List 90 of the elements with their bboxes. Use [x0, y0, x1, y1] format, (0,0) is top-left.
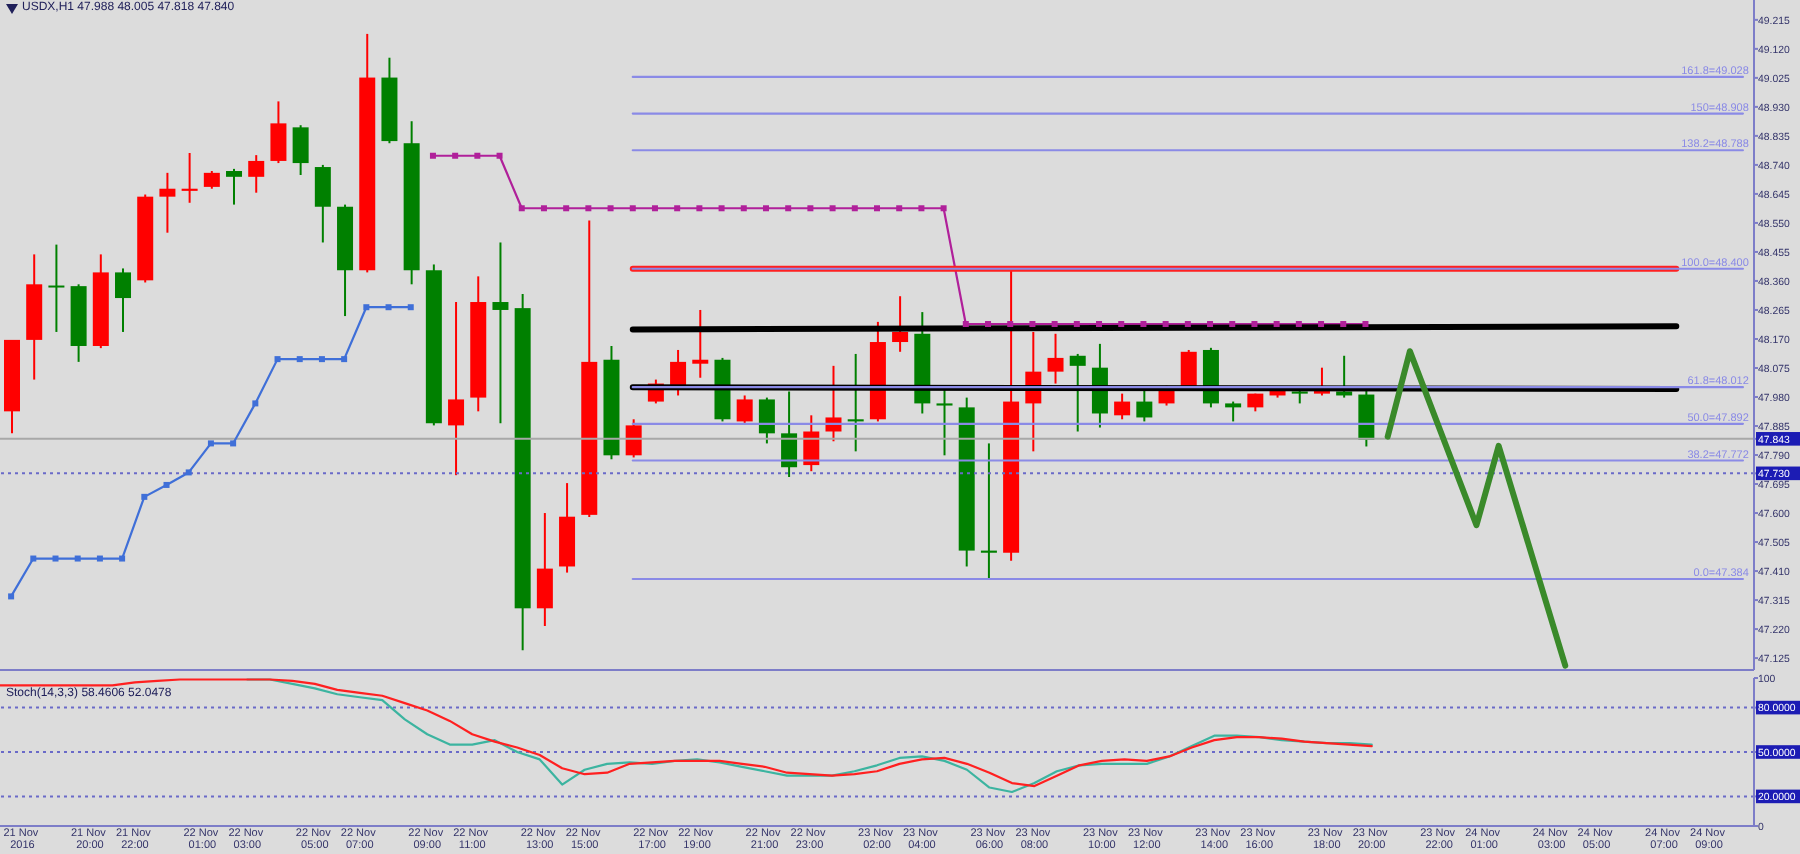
point [385, 304, 392, 311]
line-series [1384, 348, 1569, 669]
candlestick [892, 295, 909, 353]
point [718, 205, 725, 212]
point [119, 555, 126, 562]
candlestick [1047, 332, 1064, 385]
point [874, 205, 880, 212]
point [1229, 321, 1236, 328]
candlestick [692, 308, 709, 379]
point [1140, 321, 1147, 328]
candlestick [625, 418, 642, 459]
point [785, 205, 792, 212]
point [629, 205, 636, 212]
point [318, 356, 325, 363]
point [1273, 321, 1280, 328]
point [163, 481, 170, 488]
point [585, 205, 592, 212]
point [674, 205, 681, 212]
point [563, 205, 570, 212]
point [1362, 321, 1369, 328]
point [296, 356, 303, 363]
point [141, 493, 148, 500]
point [74, 555, 81, 562]
point [1073, 321, 1080, 328]
candlestick [292, 124, 309, 176]
candlestick [115, 267, 132, 333]
point [1184, 321, 1191, 328]
point [8, 593, 15, 600]
candlestick [536, 512, 553, 628]
candlestick [736, 394, 753, 425]
point [1162, 321, 1169, 328]
point [1207, 321, 1214, 328]
point [696, 205, 703, 212]
point [1295, 321, 1302, 328]
point [518, 205, 525, 212]
point [407, 304, 414, 311]
point [474, 152, 481, 159]
point [940, 205, 947, 212]
point [207, 440, 214, 447]
point [651, 205, 658, 212]
candlestick [314, 163, 331, 244]
point [274, 356, 281, 363]
point [30, 555, 37, 562]
point [1096, 321, 1103, 328]
candlestick [1225, 400, 1242, 423]
point [496, 152, 503, 159]
point [896, 205, 903, 212]
line-series [0, 678, 1373, 788]
point [918, 205, 925, 212]
candlestick [1358, 388, 1375, 448]
point [1118, 321, 1125, 328]
point [52, 555, 59, 562]
candlestick [1114, 392, 1131, 421]
point [740, 205, 747, 212]
candlestick [847, 352, 864, 453]
point [851, 205, 858, 212]
candlestick [936, 388, 953, 457]
point [807, 205, 814, 212]
point [452, 152, 459, 159]
candlestick [48, 243, 65, 333]
point [829, 205, 836, 212]
point [252, 400, 259, 407]
point [1051, 321, 1058, 328]
point [429, 152, 436, 159]
point [96, 555, 103, 562]
point [1318, 321, 1325, 328]
point [1007, 321, 1014, 328]
point [185, 469, 192, 476]
candlestick [1336, 354, 1353, 399]
candlestick [248, 154, 265, 194]
point [1029, 321, 1036, 328]
point [341, 356, 348, 363]
candlestick [181, 151, 198, 204]
candlestick [492, 241, 509, 425]
point [762, 205, 769, 212]
candlestick [448, 301, 465, 477]
candlestick [159, 171, 176, 234]
point [230, 440, 237, 447]
point [540, 205, 547, 212]
point [1340, 321, 1347, 328]
candlestick [758, 396, 775, 445]
candlestick [226, 167, 243, 206]
candlestick [1069, 352, 1086, 433]
point [607, 205, 614, 212]
candlestick [1136, 388, 1153, 423]
point [363, 304, 370, 311]
candlestick [270, 100, 287, 165]
point [1251, 321, 1258, 328]
candlestick [980, 442, 997, 580]
point [962, 321, 969, 328]
